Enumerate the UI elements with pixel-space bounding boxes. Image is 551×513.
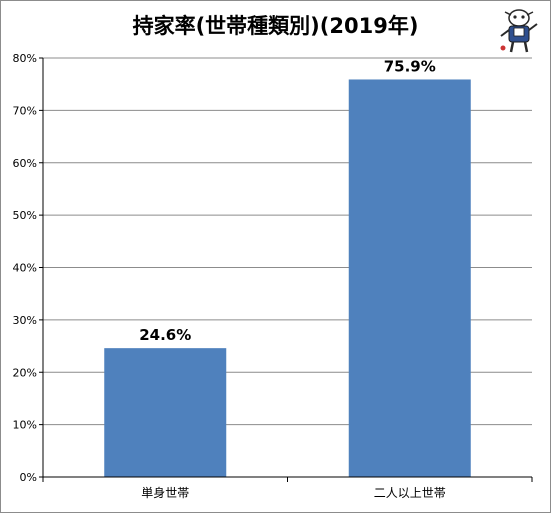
cartoon-mascot-icon bbox=[500, 9, 538, 53]
data-label-2: 75.9% bbox=[384, 57, 436, 75]
y-tick-label: 30% bbox=[13, 314, 37, 327]
chart-title: 持家率(世帯種類別)(2019年) bbox=[132, 14, 419, 38]
category-label-1: 単身世帯 bbox=[141, 485, 189, 500]
y-tick-label: 20% bbox=[13, 366, 37, 379]
data-label-1: 24.6% bbox=[139, 326, 191, 344]
y-tick-label: 50% bbox=[13, 209, 37, 222]
y-tick-label: 10% bbox=[13, 419, 37, 432]
category-label-2: 二人以上世帯 bbox=[374, 486, 446, 500]
bar-2 bbox=[348, 79, 471, 477]
bar-1 bbox=[104, 348, 227, 477]
y-tick-label: 70% bbox=[13, 104, 37, 117]
y-tick-label: 40% bbox=[13, 262, 37, 275]
y-tick-label: 0% bbox=[20, 471, 37, 484]
y-tick-label: 60% bbox=[13, 157, 37, 170]
y-tick-label: 80% bbox=[13, 52, 37, 65]
